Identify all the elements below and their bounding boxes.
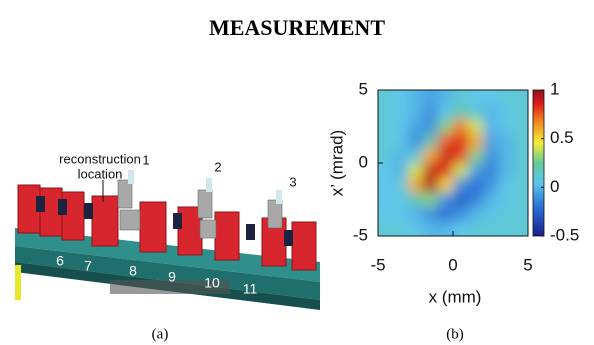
annotation: 9 bbox=[168, 269, 176, 285]
annotation: 6 bbox=[56, 253, 64, 269]
heat-cell bbox=[483, 148, 499, 163]
heat-cell bbox=[498, 207, 514, 222]
annotation: 2 bbox=[214, 159, 221, 174]
heat-cell bbox=[393, 192, 409, 207]
heat-cell bbox=[498, 119, 514, 134]
heat-cell bbox=[408, 207, 424, 222]
annotation: 7 bbox=[84, 258, 92, 274]
heat-cell bbox=[423, 119, 439, 134]
heat-cell bbox=[498, 178, 514, 193]
heat-cell bbox=[438, 163, 454, 178]
heat-cell bbox=[483, 178, 499, 193]
heat-cell bbox=[438, 192, 454, 207]
heat-cell bbox=[453, 192, 469, 207]
heat-cell bbox=[468, 163, 484, 178]
heat-cell bbox=[453, 119, 469, 134]
heat-cell bbox=[423, 134, 439, 149]
heat-cell bbox=[453, 134, 469, 149]
heat-cell bbox=[408, 134, 424, 149]
heat-cell bbox=[453, 105, 469, 120]
heat-cell bbox=[453, 178, 469, 193]
x-tick-label: 5 bbox=[523, 255, 532, 274]
annotation: 11 bbox=[243, 281, 258, 297]
colorbar bbox=[533, 90, 544, 236]
annotation: 3 bbox=[289, 174, 296, 189]
heat-cell bbox=[393, 119, 409, 134]
heat-cell bbox=[438, 119, 454, 134]
heat-cell bbox=[483, 163, 499, 178]
annotation: location bbox=[78, 166, 123, 181]
heat-cell bbox=[498, 134, 514, 149]
x-tick-label: 0 bbox=[448, 255, 457, 274]
heat-cell bbox=[393, 134, 409, 149]
heat-cell bbox=[468, 178, 484, 193]
heat-cell bbox=[498, 105, 514, 120]
heat-cell bbox=[453, 148, 469, 163]
y-tick-label: -5 bbox=[353, 225, 368, 244]
heat-cell bbox=[498, 148, 514, 163]
colorbar-tick-label: 0 bbox=[550, 177, 559, 196]
heat-cell bbox=[483, 134, 499, 149]
heat-cell bbox=[408, 178, 424, 193]
annotation: reconstruction bbox=[59, 151, 141, 166]
heat-cell bbox=[423, 105, 439, 120]
annotation: 8 bbox=[129, 263, 137, 279]
y-tick-label: 0 bbox=[359, 152, 368, 171]
heat-cell bbox=[393, 148, 409, 163]
beamline-render bbox=[15, 170, 320, 310]
heat-cell bbox=[423, 148, 439, 163]
y-axis-label: x’ (mrad) bbox=[327, 130, 346, 196]
heat-cell bbox=[393, 163, 409, 178]
heat-cell bbox=[498, 192, 514, 207]
heat-cell bbox=[483, 105, 499, 120]
colorbar-tick-label: 0.5 bbox=[550, 128, 574, 147]
heat-cell bbox=[483, 207, 499, 222]
heat-cell bbox=[393, 105, 409, 120]
heat-cell bbox=[423, 192, 439, 207]
annotation: 1 bbox=[142, 152, 149, 167]
heat-cell bbox=[468, 192, 484, 207]
heat-cell bbox=[393, 207, 409, 222]
title: MEASUREMENT bbox=[209, 15, 385, 40]
heat-cell bbox=[468, 119, 484, 134]
heat-cell bbox=[468, 134, 484, 149]
heat-cell bbox=[408, 163, 424, 178]
y-tick-label: 5 bbox=[359, 79, 368, 98]
heat-cell bbox=[483, 119, 499, 134]
colorbar-tick-label: -0.5 bbox=[550, 225, 579, 244]
heat-cell bbox=[438, 105, 454, 120]
heat-cell bbox=[438, 178, 454, 193]
heat-cell bbox=[423, 178, 439, 193]
figure: MEASUREMENT reconstructionlocation 1 2 3 6 7 8… bbox=[0, 0, 594, 345]
caption: (a) bbox=[152, 326, 169, 342]
heat-cell bbox=[453, 207, 469, 222]
heat-cell bbox=[468, 148, 484, 163]
heat-cell bbox=[438, 134, 454, 149]
heat-cell bbox=[408, 192, 424, 207]
heat-cell bbox=[423, 163, 439, 178]
colorbar-tick-label: 1 bbox=[550, 79, 559, 98]
caption: (b) bbox=[446, 326, 464, 342]
heat-cell bbox=[408, 148, 424, 163]
heat-cell bbox=[453, 163, 469, 178]
heat-cell bbox=[393, 178, 409, 193]
heat-cell bbox=[468, 105, 484, 120]
heat-cell bbox=[438, 207, 454, 222]
x-tick-label: -5 bbox=[370, 255, 385, 274]
heat-cell bbox=[408, 105, 424, 120]
heat-cell bbox=[423, 207, 439, 222]
heat-cell bbox=[438, 148, 454, 163]
annotation: 10 bbox=[204, 275, 220, 291]
heat-cell bbox=[483, 192, 499, 207]
heat-cell bbox=[468, 207, 484, 222]
heat-cell bbox=[408, 119, 424, 134]
heat-cell bbox=[498, 163, 514, 178]
x-axis-label: x (mm) bbox=[429, 287, 482, 306]
